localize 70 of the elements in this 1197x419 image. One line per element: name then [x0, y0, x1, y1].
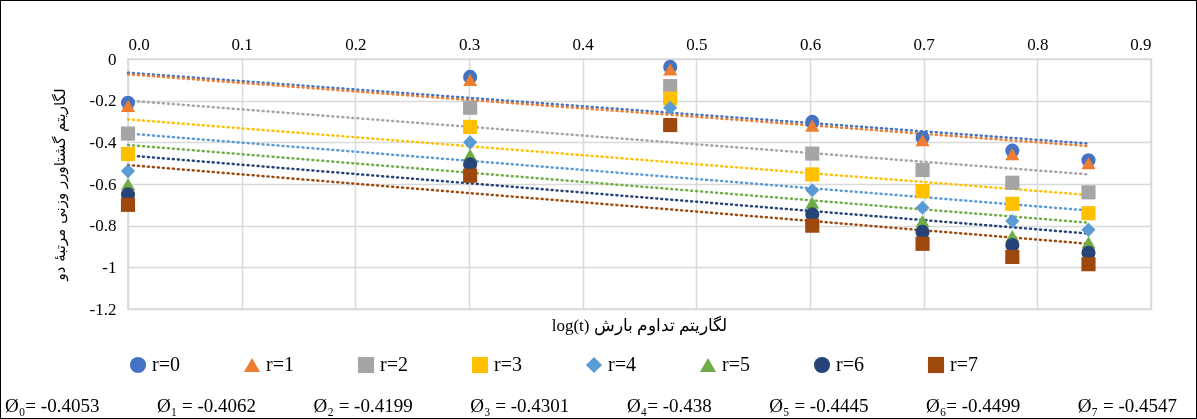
- point: [1081, 185, 1096, 200]
- y-tick-label: -0.4: [89, 132, 117, 152]
- y-tick-label: -0.2: [89, 91, 117, 111]
- point: [915, 236, 930, 251]
- point: [805, 167, 820, 182]
- point: [1005, 148, 1020, 161]
- x-axis-title: لگاریتم تداوم بارش log(t): [550, 315, 729, 336]
- text: Ø₁ = -0.4062: [156, 395, 257, 417]
- x-tick-label: 0.9: [1130, 34, 1152, 54]
- point: [805, 196, 820, 209]
- point: [1081, 206, 1096, 221]
- x-tick-label: 0.0: [128, 34, 150, 54]
- point: [915, 162, 930, 178]
- point: [1005, 249, 1020, 264]
- x-tick-label: 0.6: [799, 34, 822, 54]
- text: Ø₇ = -0.4547: [1077, 395, 1177, 417]
- legend-label: r=5: [722, 353, 750, 375]
- point: [1081, 157, 1096, 170]
- point: [663, 63, 678, 76]
- text: Ø₅ = -0.4445: [769, 395, 869, 417]
- x-tick-label: 0.4: [572, 34, 595, 54]
- point: [915, 134, 930, 147]
- point: [120, 126, 136, 141]
- y-tick-label: -0.8: [89, 216, 117, 236]
- legend-label: r=6: [836, 353, 864, 375]
- point: [120, 146, 136, 162]
- legend-label: r=1: [266, 353, 294, 375]
- legend-label: r=7: [950, 353, 978, 375]
- point: [805, 119, 820, 132]
- y-tick-label: -1: [102, 257, 117, 277]
- y-tick-label: -1.2: [89, 299, 117, 319]
- point: [1081, 222, 1096, 237]
- text: Ø₆= -0.4499: [925, 395, 1021, 417]
- x-tick-label: 0.2: [345, 34, 367, 54]
- y-tick-label: 0: [108, 49, 117, 69]
- legend-label: r=3: [494, 353, 522, 375]
- point: [915, 184, 930, 199]
- point: [463, 100, 478, 115]
- point: [805, 218, 820, 233]
- point: [805, 183, 820, 198]
- text: Ø₄= -0.438: [626, 395, 712, 417]
- point: [463, 73, 478, 86]
- point: [915, 200, 930, 215]
- point: [463, 135, 478, 150]
- text: Ø₂ = -0.4199: [313, 395, 413, 417]
- y-tick-label: -0.6: [89, 174, 117, 194]
- x-tick-label: 0.7: [913, 34, 936, 54]
- point: [1081, 257, 1096, 272]
- legend-label: r=2: [380, 353, 408, 375]
- point: [663, 79, 678, 94]
- point: [1005, 196, 1020, 211]
- x-tick-label: 0.8: [1027, 34, 1049, 54]
- y-axis-title: لگاریتم گشتاورر وزنی مرتبهٔ دو: [50, 88, 69, 282]
- point: [463, 168, 478, 183]
- text: Ø₃ = -0.4301: [470, 395, 570, 417]
- point: [120, 164, 136, 179]
- x-tick-label: 0.1: [231, 34, 253, 54]
- point: [120, 197, 136, 212]
- legend-label: r=4: [608, 353, 636, 375]
- point: [463, 119, 478, 134]
- point: [1005, 175, 1020, 190]
- x-tick-label: 0.3: [458, 34, 481, 54]
- point: [663, 117, 678, 133]
- x-tick-label: 0.5: [686, 34, 708, 54]
- point: [663, 100, 678, 115]
- text: Ø₀= -0.4053: [5, 395, 100, 417]
- point: [1005, 214, 1020, 229]
- point: [120, 99, 136, 112]
- legend-label: r=0: [152, 353, 180, 375]
- point: [805, 146, 820, 161]
